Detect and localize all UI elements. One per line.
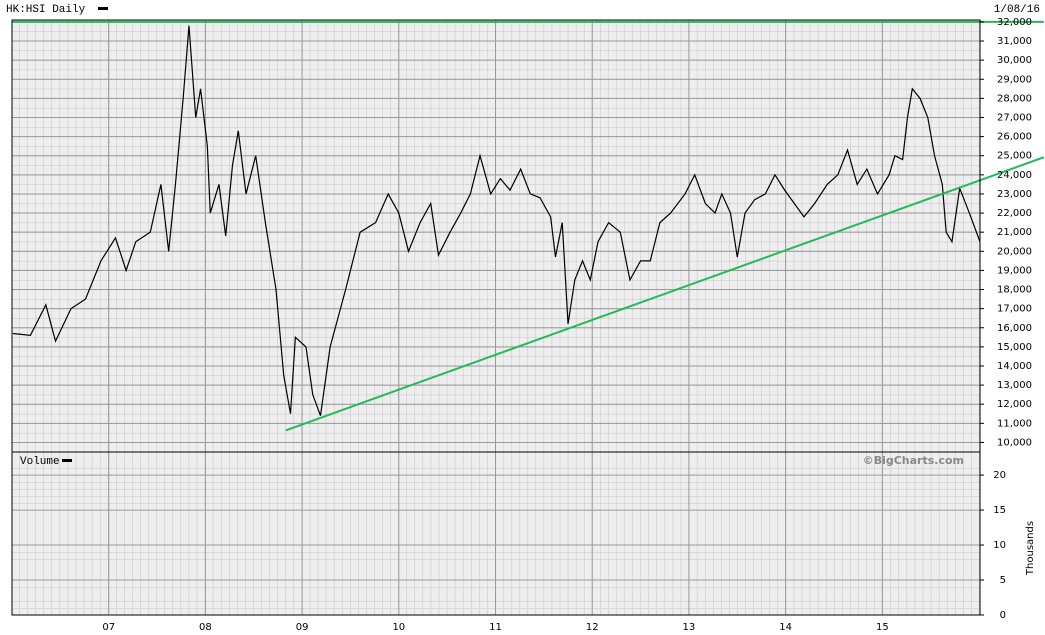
- x-tick-label: 09: [296, 622, 309, 633]
- x-tick-label: 11: [489, 622, 502, 633]
- y-tick-label: 31,000: [997, 36, 1032, 47]
- watermark: ©BigCharts.com: [863, 454, 964, 467]
- y-tick-label: 18,000: [997, 285, 1032, 296]
- marks: [12, 20, 1045, 432]
- x-tick-label: 07: [102, 622, 115, 633]
- y-tick-label: 28,000: [997, 93, 1032, 104]
- y-tick-label: 20: [993, 470, 1006, 481]
- y-tick-label: 22,000: [997, 208, 1032, 219]
- x-tick-label: 10: [392, 622, 405, 633]
- y-tick-label: 11,000: [997, 418, 1032, 429]
- date-label: 1/08/16: [994, 4, 1040, 16]
- y-tick-label: 0: [1000, 610, 1006, 621]
- y-tick-label: 15: [993, 505, 1006, 516]
- y-tick-label: 29,000: [997, 74, 1032, 85]
- y-tick-label: 19,000: [997, 265, 1032, 276]
- price-line: [12, 25, 981, 416]
- x-tick-label: 15: [876, 622, 889, 633]
- y-tick-label: 24,000: [997, 170, 1032, 181]
- price-legend-swatch: [98, 7, 108, 10]
- y-tick-label: 5: [1000, 575, 1006, 586]
- y-tick-label: 23,000: [997, 189, 1032, 200]
- y-tick-label: 30,000: [997, 55, 1032, 66]
- y-tick-label: 21,000: [997, 227, 1032, 238]
- y-tick-label: 10,000: [997, 437, 1032, 448]
- grid: [12, 20, 980, 616]
- y-tick-label: 16,000: [997, 323, 1032, 334]
- x-tick-label: 13: [683, 622, 696, 633]
- volume-legend-swatch: [62, 459, 72, 462]
- y-tick-label: 27,000: [997, 112, 1032, 123]
- y-tick-label: 32,000: [997, 17, 1032, 28]
- volume-axis-label: Thousands: [1025, 521, 1036, 576]
- y-tick-label: 17,000: [997, 304, 1032, 315]
- x-tick-label: 14: [779, 622, 792, 633]
- y-tick-label: 15,000: [997, 342, 1032, 353]
- y-tick-label: 14,000: [997, 361, 1032, 372]
- y-tick-label: 13,000: [997, 380, 1032, 391]
- x-tick-label: 12: [586, 622, 599, 633]
- x-tick-label: 08: [199, 622, 212, 633]
- y-tick-label: 25,000: [997, 151, 1032, 162]
- frame: [11, 19, 981, 616]
- trend-line: [285, 156, 1045, 432]
- y-tick-label: 20,000: [997, 246, 1032, 257]
- price-title: HK:HSI Daily: [6, 4, 86, 16]
- y-tick-label: 10: [993, 540, 1006, 551]
- y-tick-label: 26,000: [997, 132, 1032, 143]
- volume-title: Volume: [20, 456, 60, 468]
- y-tick-label: 12,000: [997, 399, 1032, 410]
